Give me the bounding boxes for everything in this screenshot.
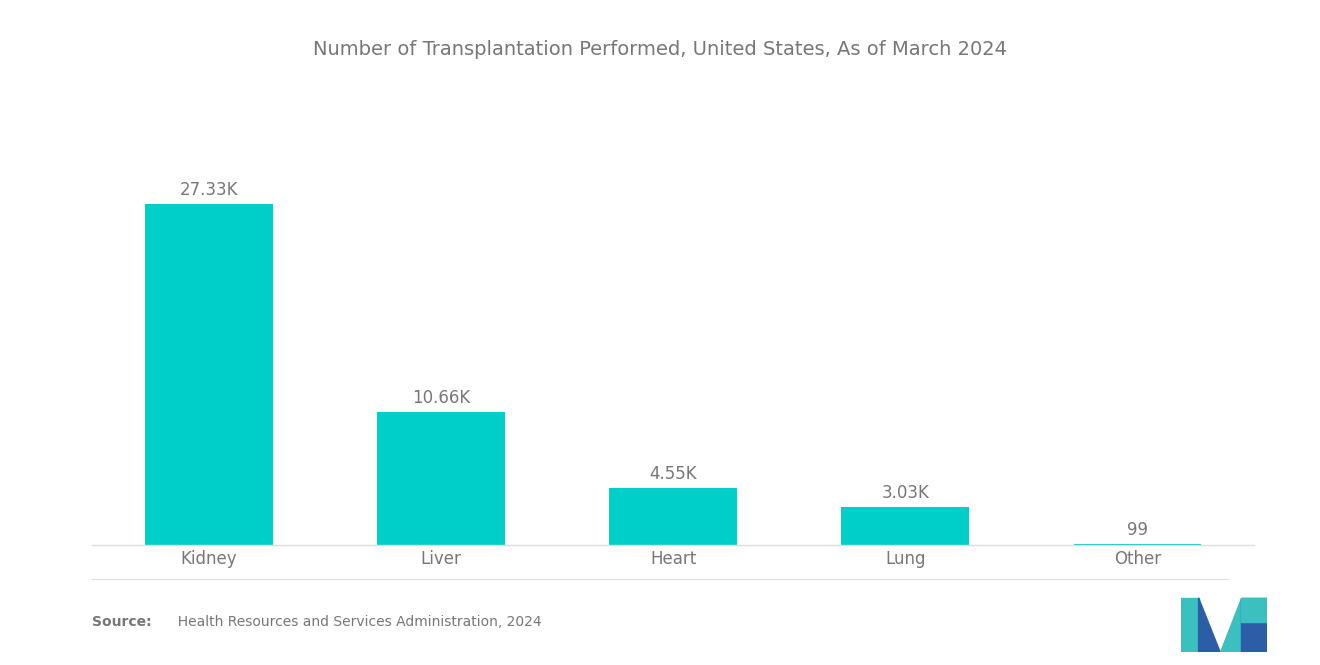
Polygon shape [1220,598,1241,652]
Text: 99: 99 [1127,521,1148,539]
Bar [1073,544,1201,545]
Bar [378,412,506,545]
Text: Health Resources and Services Administration, 2024: Health Resources and Services Administra… [169,614,541,629]
Bar [841,507,969,545]
Text: 27.33K: 27.33K [180,181,239,199]
Bar [145,204,273,545]
Text: 3.03K: 3.03K [882,484,929,503]
Text: Source:: Source: [92,614,152,629]
Text: 10.66K: 10.66K [412,389,470,407]
Polygon shape [1199,598,1220,652]
Text: Number of Transplantation Performed, United States, As of March 2024: Number of Transplantation Performed, Uni… [313,40,1007,59]
Bar [610,489,737,545]
Polygon shape [1181,598,1199,652]
Polygon shape [1241,598,1267,622]
Text: 4.55K: 4.55K [649,465,697,483]
Polygon shape [1241,598,1267,652]
